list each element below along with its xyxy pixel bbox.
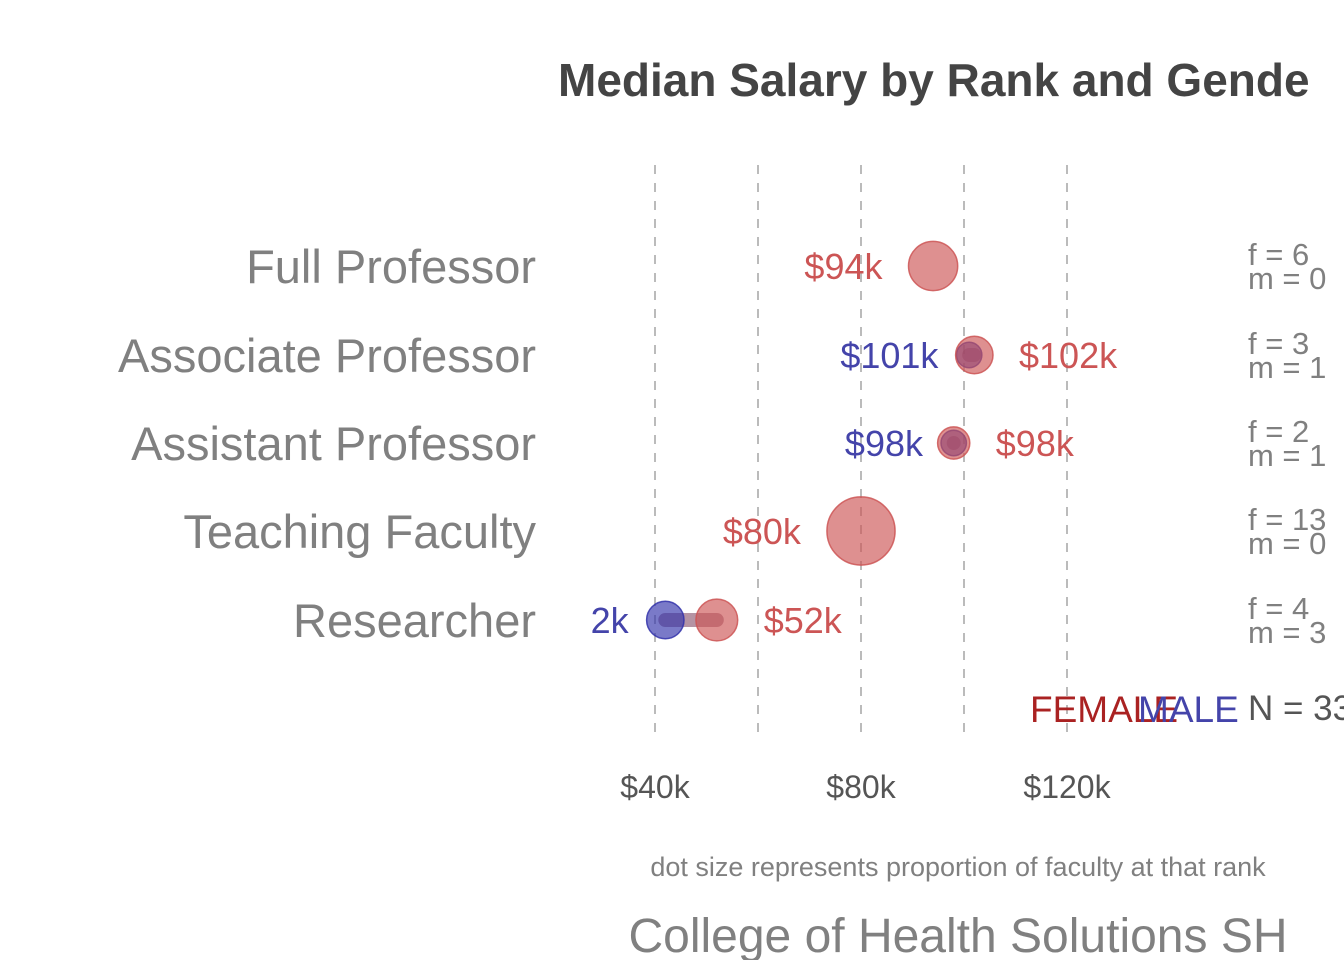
count-female: f = 2 <box>1248 414 1309 449</box>
x-tick-label: $80k <box>826 769 896 805</box>
size-note: dot size represents proportion of facult… <box>650 852 1266 882</box>
count-female: f = 6 <box>1248 237 1309 272</box>
grid: $40k $80k $120k <box>620 165 1112 805</box>
x-tick-label: $40k <box>620 769 690 805</box>
count-male: m = 1 <box>1248 438 1326 473</box>
female-point <box>954 335 994 375</box>
count-male: m = 0 <box>1248 261 1326 296</box>
female-value-label: $80k <box>723 511 802 552</box>
chart-title: Median Salary by Rank and Gende <box>558 54 1310 106</box>
male-value-label: $98k <box>845 423 924 464</box>
female-value-label: $94k <box>804 246 883 287</box>
rank-label: Assistant Professor <box>131 417 536 470</box>
female-point <box>695 598 739 642</box>
count-male: m = 1 <box>1248 350 1326 385</box>
legend-male: MALE <box>1138 689 1239 730</box>
rank-label: Full Professor <box>246 240 536 293</box>
rank-label: Researcher <box>293 594 536 647</box>
rank-label: Teaching Faculty <box>183 505 536 558</box>
female-point <box>936 426 971 460</box>
data-points <box>645 240 994 642</box>
legend-female: FEMALE <box>1030 689 1178 730</box>
female-point <box>907 240 959 292</box>
female-value-label: $102k <box>1019 335 1118 376</box>
count-female: f = 13 <box>1248 502 1326 537</box>
female-point <box>826 496 896 566</box>
count-female: f = 3 <box>1248 326 1309 361</box>
female-value-label: $98k <box>996 423 1075 464</box>
chart-caption: College of Health Solutions SH <box>628 910 1287 960</box>
legend-total: N = 33 <box>1248 689 1344 728</box>
female-value-label: $52k <box>764 600 843 641</box>
x-tick-label: $120k <box>1023 769 1111 805</box>
male-point <box>645 600 685 640</box>
labels: Full Professor Associate Professor Assista… <box>118 237 1326 650</box>
rank-label: Associate Professor <box>118 329 536 382</box>
male-value-label: $101k <box>840 335 939 376</box>
count-female: f = 4 <box>1248 591 1309 626</box>
male-value-label: 2k <box>591 600 630 641</box>
count-male: m = 0 <box>1248 526 1326 561</box>
count-male: m = 3 <box>1248 615 1326 650</box>
